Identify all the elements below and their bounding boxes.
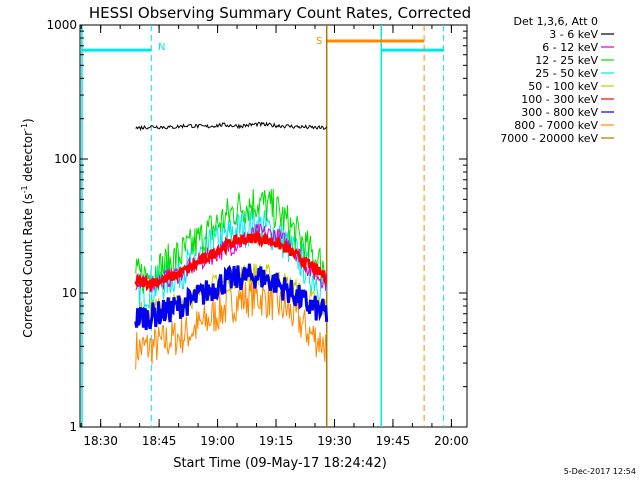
legend-label: 300 - 800 keV	[521, 106, 598, 119]
x-tick-label: 19:30	[317, 434, 352, 448]
plot-frame	[79, 24, 468, 428]
series-line	[134, 228, 328, 292]
y-tick-label: 10	[62, 286, 77, 300]
x-tick-label: 19:15	[259, 434, 294, 448]
series-line	[134, 263, 329, 330]
legend-label: 25 - 50 keV	[535, 67, 598, 80]
x-axis-label: Start Time (09-May-17 18:24:42)	[173, 456, 387, 471]
y-tick-label: 1000	[46, 18, 77, 32]
y-tick-label: 100	[54, 152, 77, 166]
legend-label: 6 - 12 keV	[542, 41, 598, 54]
footer-timestamp: 5-Dec-2017 12:54	[564, 467, 636, 476]
y-axis: 1 10 100 1000	[46, 18, 467, 434]
x-tick-label: 19:00	[200, 434, 235, 448]
legend-label: 800 - 7000 keV	[514, 119, 598, 132]
chart-title: HESSI Observing Summary Count Rates, Cor…	[89, 4, 471, 22]
legend-title: Det 1,3,6, Att 0	[514, 15, 598, 28]
x-tick-label: 19:45	[376, 434, 411, 448]
x-axis: 18:30 18:45 19:00 19:15 19:30 19:45 20:00	[80, 25, 469, 448]
legend-label: 3 - 6 keV	[549, 28, 598, 41]
legend-label: 100 - 300 keV	[521, 93, 598, 106]
orbit-overlay	[81, 25, 445, 427]
x-tick-label: 20:00	[434, 434, 469, 448]
series-line	[135, 121, 328, 132]
legend-label: 12 - 25 keV	[535, 54, 598, 67]
legend-label: 50 - 100 keV	[528, 80, 598, 93]
y-tick-label: 1	[69, 420, 77, 434]
legend-label: 7000 - 20000 keV	[500, 132, 598, 145]
x-tick-label: 18:45	[142, 434, 177, 448]
y-axis-label: Corrected Count Rate (s-1 detector-1)	[20, 118, 35, 337]
night-annotation-label: N	[158, 42, 165, 53]
series-layer	[134, 121, 329, 370]
x-tick-label: 18:30	[83, 434, 118, 448]
saa-annotation-label: S	[316, 36, 322, 47]
